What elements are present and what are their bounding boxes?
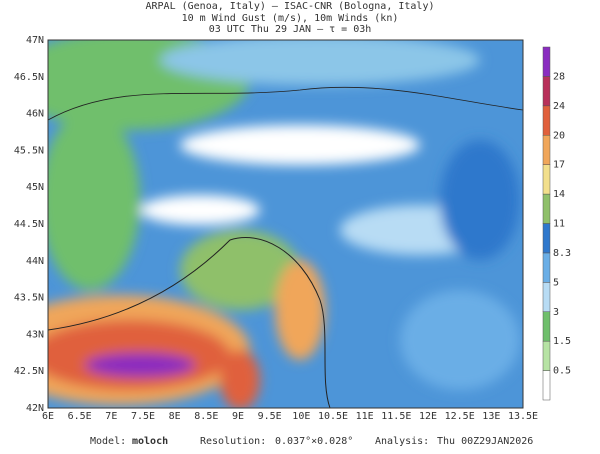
y-axis-label: 42.5N — [14, 366, 44, 377]
x-axis-label: 12.5E — [445, 411, 475, 422]
colorbar-label: 11 — [553, 219, 565, 230]
y-axis-label: 43N — [26, 329, 44, 340]
x-axis-label: 7.5E — [131, 411, 155, 422]
x-axis-label: 13.5E — [508, 411, 538, 422]
colorbar-segment — [542, 252, 551, 283]
footer-label: Resolution: — [200, 436, 266, 447]
colorbar-segment — [542, 164, 551, 195]
colorbar-segment — [542, 135, 551, 165]
colorbar-segment — [542, 340, 551, 371]
footer: Model: moloch Resolution: 0.037°×0.028° … — [90, 436, 533, 447]
footer-value: 0.037°×0.028° — [275, 436, 353, 447]
colorbar-label: 1.5 — [553, 336, 571, 347]
x-axis-label: 10.5E — [318, 411, 348, 422]
footer-value: Thu 00Z29JAN2026 — [437, 436, 533, 447]
map-field — [48, 40, 523, 408]
x-axis-label: 6E — [42, 411, 54, 422]
y-axis-label: 46N — [26, 109, 44, 120]
y-axis-label: 43.5N — [14, 293, 44, 304]
map-frame — [47, 39, 524, 409]
title-line: 10 m Wind Gust (m/s), 10m Winds (kn) — [182, 13, 399, 24]
footer-value: moloch — [132, 436, 168, 447]
colorbar-label: 8.3 — [553, 248, 571, 259]
y-axis-label: 44.5N — [14, 219, 44, 230]
colorbar-segment — [542, 46, 551, 77]
x-axis-label: 8.5E — [194, 411, 218, 422]
colorbar-label: 0.5 — [553, 366, 571, 377]
x-axis-label: 9E — [232, 411, 244, 422]
colorbar-segment — [542, 282, 551, 313]
colorbar-label: 5 — [553, 277, 559, 288]
y-axis-label: 45N — [26, 182, 44, 193]
colorbar-segment — [542, 370, 551, 401]
x-axis-label: 11.5E — [381, 411, 411, 422]
y-axis-label: 42N — [26, 403, 44, 414]
colorbar-label: 24 — [553, 101, 565, 112]
x-axis-label: 11E — [356, 411, 374, 422]
colorbar-segment — [542, 105, 551, 136]
footer-label: Analysis: — [375, 436, 429, 447]
x-axis-label: 10E — [292, 411, 310, 422]
y-axis-label: 44N — [26, 256, 44, 267]
footer-label: Model: — [90, 436, 126, 447]
colorbar-label: 20 — [553, 130, 565, 141]
colorbar-label: 17 — [553, 160, 565, 171]
title-line: 03 UTC Thu 29 JAN — τ = 03h — [209, 24, 372, 35]
colorbar-segment — [542, 193, 551, 224]
x-axis-label: 7E — [105, 411, 117, 422]
x-axis-label: 8E — [169, 411, 181, 422]
x-axis-label: 13E — [482, 411, 500, 422]
colorbar-label: 28 — [553, 71, 565, 82]
colorbar-label: 3 — [553, 307, 559, 318]
x-axis-label: 9.5E — [258, 411, 282, 422]
title-line: ARPAL (Genoa, Italy) — ISAC-CNR (Bologna… — [146, 1, 435, 12]
colorbar-segment — [542, 223, 551, 254]
colorbar-label: 14 — [553, 189, 565, 200]
x-axis-label: 6.5E — [68, 411, 92, 422]
x-axis-label: 12E — [419, 411, 437, 422]
y-axis-label: 47N — [26, 35, 44, 46]
colorbar-segment — [542, 76, 551, 107]
y-axis-label: 45.5N — [14, 145, 44, 156]
y-axis-label: 46.5N — [14, 72, 44, 83]
colorbar-segment — [542, 311, 551, 342]
